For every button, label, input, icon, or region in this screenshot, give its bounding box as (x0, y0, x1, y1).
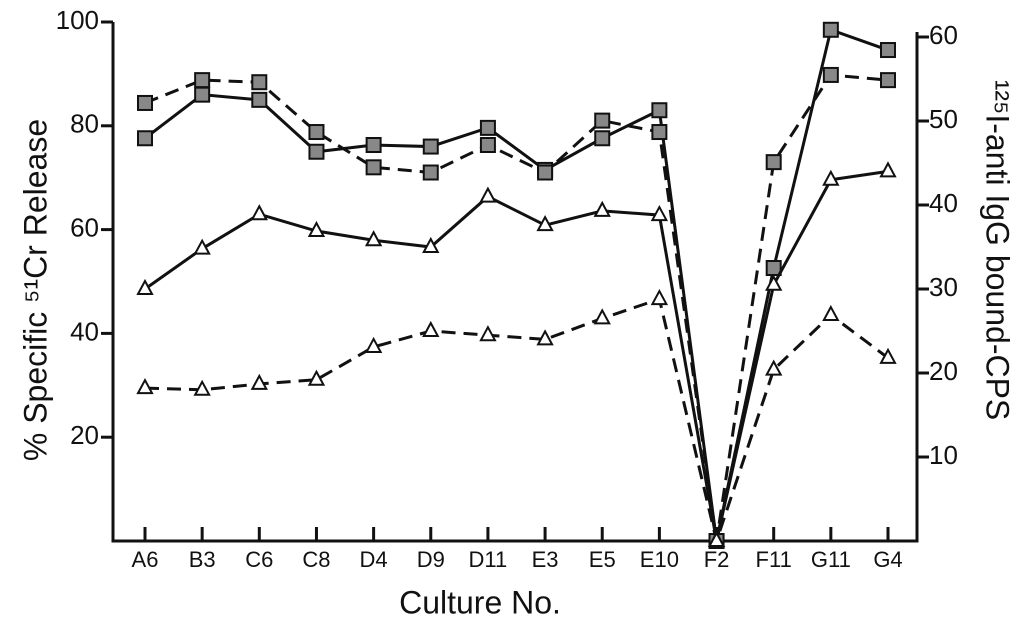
x-axis-label: Culture No. (399, 584, 561, 620)
x-tick-label: G11 (811, 547, 851, 572)
marker (250, 204, 268, 221)
marker (422, 320, 440, 337)
x-tick-label: C8 (302, 547, 330, 572)
y-tick-label: 100 (56, 5, 99, 35)
y2-axis-label: ¹²⁵I-anti IgG bound-CPS (980, 80, 1016, 421)
x-tick-label: D9 (417, 547, 445, 572)
marker (194, 86, 211, 103)
marker (651, 102, 668, 119)
series-line (144, 73, 889, 542)
marker (250, 373, 268, 390)
marker (365, 137, 382, 154)
marker (536, 329, 554, 346)
marker (308, 124, 325, 141)
marker (650, 204, 669, 222)
marker (137, 94, 153, 111)
y2-tick-label: 10 (929, 440, 958, 470)
marker (879, 161, 897, 178)
y2-tick-label: 30 (929, 272, 958, 302)
marker (422, 236, 440, 253)
x-tick-label: B3 (189, 547, 216, 572)
marker (593, 200, 611, 217)
marker (136, 278, 154, 295)
marker (537, 164, 554, 181)
marker (879, 347, 897, 364)
y-tick-label: 40 (70, 316, 99, 346)
x-tick-label: E10 (640, 547, 679, 572)
marker (765, 274, 783, 291)
marker (422, 138, 439, 155)
marker (479, 119, 496, 136)
marker (422, 164, 439, 181)
marker (308, 143, 325, 160)
marker (594, 112, 611, 129)
marker (765, 359, 783, 376)
marker (307, 369, 326, 386)
marker (822, 169, 840, 186)
marker (479, 186, 497, 203)
marker (137, 130, 153, 147)
y2-tick-label: 60 (929, 20, 958, 50)
marker (136, 378, 154, 395)
marker (707, 530, 726, 547)
marker (880, 72, 896, 89)
marker (194, 72, 211, 89)
x-tick-label: E5 (589, 547, 616, 572)
marker (822, 21, 839, 38)
series-line (144, 297, 889, 547)
y2-tick-label: 20 (929, 356, 958, 386)
y2-tick-label: 50 (929, 104, 958, 134)
x-tick-label: G4 (873, 547, 902, 572)
x-tick-label: E3 (532, 547, 559, 572)
y-axis-label: % Specific ⁵¹Cr Release (17, 119, 53, 461)
axes (111, 22, 919, 543)
marker (251, 74, 268, 91)
marker (251, 91, 268, 108)
marker (650, 288, 669, 306)
marker (479, 137, 496, 154)
marker (364, 230, 383, 247)
x-tick-label: F2 (704, 547, 730, 572)
marker (593, 308, 611, 325)
marker (479, 325, 497, 342)
x-tick-label: D4 (360, 547, 388, 572)
marker (193, 238, 211, 255)
marker (536, 215, 554, 232)
y-tick-label: 20 (70, 420, 99, 450)
marker (594, 130, 611, 147)
marker (822, 304, 840, 322)
x-tick-label: D11 (469, 547, 508, 572)
marker (651, 124, 668, 141)
marker (364, 336, 383, 353)
series-line (144, 169, 889, 542)
y2-tick-label: 40 (929, 188, 958, 218)
marker (307, 220, 326, 238)
marker (365, 159, 382, 176)
marker (765, 154, 782, 171)
series-line (144, 27, 889, 542)
x-tick-label: A6 (132, 547, 159, 572)
x-tick-label: F11 (756, 547, 792, 572)
y-tick-label: 60 (70, 212, 99, 242)
x-tick-label: C6 (245, 547, 273, 572)
marker (193, 379, 211, 396)
y-tick-label: 80 (70, 109, 99, 139)
marker (880, 42, 896, 59)
marker (822, 66, 839, 83)
